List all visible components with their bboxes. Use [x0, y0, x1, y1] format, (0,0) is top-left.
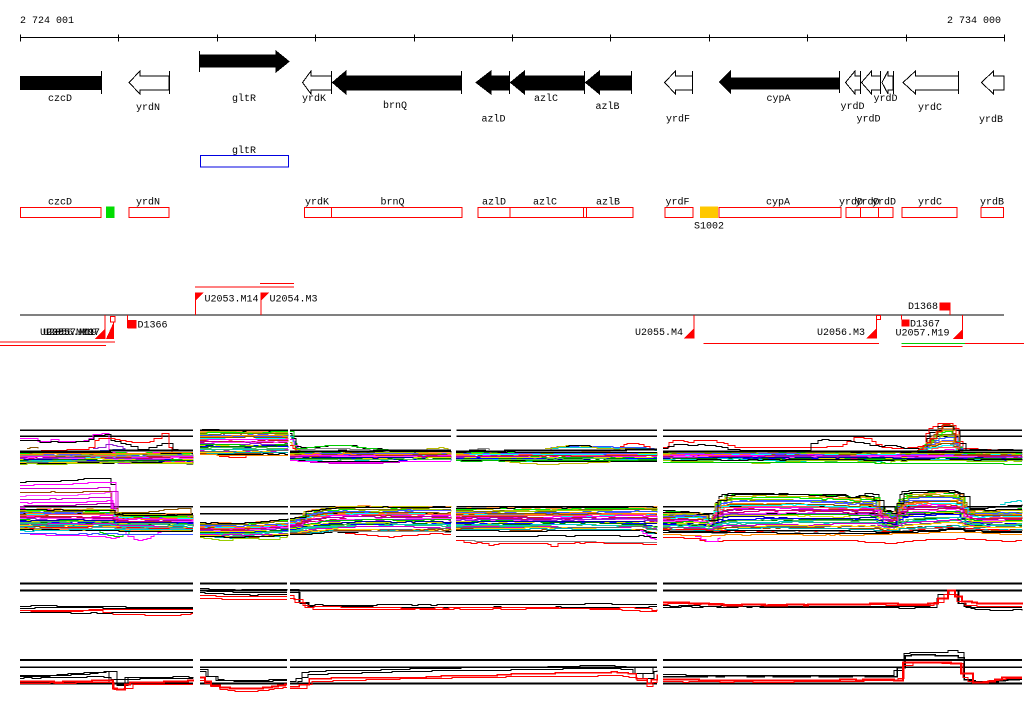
svg-text:cypA: cypA [767, 94, 791, 105]
svg-text:brnQ: brnQ [381, 197, 405, 209]
svg-text:D1366: D1366 [138, 321, 168, 332]
svg-text:yrdD: yrdD [841, 101, 865, 113]
svg-text:azlC: azlC [534, 93, 558, 105]
svg-text:D1368: D1368 [908, 302, 938, 313]
svg-text:U2055.M19: U2055.M19 [40, 328, 94, 339]
svg-text:gltR: gltR [232, 145, 256, 157]
svg-text:azlB: azlB [596, 197, 620, 209]
svg-text:yrdB: yrdB [979, 114, 1003, 126]
svg-text:yrdN: yrdN [136, 102, 160, 114]
svg-text:yrdK: yrdK [302, 93, 326, 105]
svg-text:gltR: gltR [232, 93, 256, 105]
svg-text:brnQ: brnQ [383, 100, 407, 112]
svg-text:2 734 000: 2 734 000 [947, 16, 1001, 27]
svg-text:yrdC: yrdC [918, 197, 942, 209]
svg-text:U2054.M3: U2054.M3 [270, 295, 318, 306]
svg-text:yrdD: yrdD [874, 93, 898, 105]
svg-text:2 724 001: 2 724 001 [20, 16, 74, 27]
svg-text:U2057.M17: U2057.M17 [46, 328, 100, 339]
svg-text:azlB: azlB [596, 101, 620, 113]
svg-text:U2056.M3: U2056.M3 [817, 328, 865, 339]
svg-text:S1002: S1002 [694, 222, 724, 233]
svg-text:yrdN: yrdN [136, 197, 160, 209]
svg-text:yrdF: yrdF [666, 114, 690, 126]
svg-text:yrdF: yrdF [666, 197, 690, 209]
svg-text:U2053.M14: U2053.M14 [205, 295, 259, 306]
svg-text:yrdK: yrdK [305, 197, 329, 209]
svg-text:cypA: cypA [766, 198, 790, 209]
svg-text:yrdC: yrdC [918, 102, 942, 114]
svg-text:U2057.M19: U2057.M19 [896, 329, 950, 340]
svg-text:czcD: czcD [48, 94, 72, 105]
svg-text:U2055.M4: U2055.M4 [635, 328, 683, 339]
svg-text:yrdD: yrdD [872, 197, 896, 209]
svg-text:azlC: azlC [533, 197, 557, 209]
svg-text:D1367: D1367 [910, 320, 940, 331]
svg-text:azlD: azlD [482, 197, 506, 209]
svg-text:czcD: czcD [48, 198, 72, 209]
svg-text:yrdD: yrdD [856, 197, 880, 209]
svg-text:yrdD: yrdD [839, 197, 863, 209]
svg-text:U2056.M19: U2056.M19 [43, 328, 97, 339]
svg-text:azlD: azlD [482, 114, 506, 126]
svg-text:yrdD: yrdD [857, 114, 881, 126]
svg-text:yrdB: yrdB [980, 197, 1004, 209]
